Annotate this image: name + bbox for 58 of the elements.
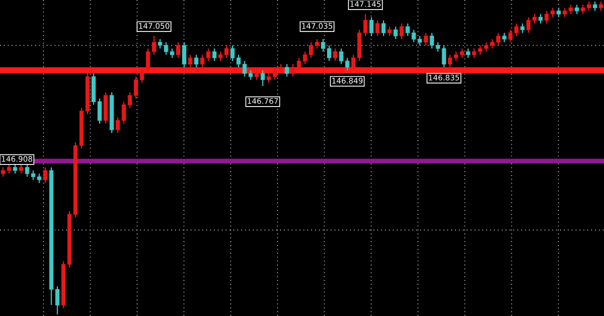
candlestick [302, 51, 308, 65]
candlestick [164, 42, 168, 56]
candlestick [394, 26, 398, 40]
candlestick [170, 48, 174, 58]
candlestick [598, 1, 604, 12]
candlestick [400, 22, 404, 40]
candlestick [375, 20, 380, 37]
candlestick [369, 16, 374, 37]
candlestick [466, 48, 470, 58]
candlestick [146, 48, 150, 74]
candlestick [43, 166, 48, 184]
candlestick [218, 51, 223, 62]
candlestick [158, 38, 162, 50]
candlestick [363, 14, 368, 37]
candlestick [580, 4, 585, 15]
candlestick [182, 42, 186, 68]
candlestick [152, 35, 156, 56]
candlestick [508, 29, 512, 43]
candlestick [592, 1, 598, 12]
candlestick [260, 70, 265, 87]
candlestick [188, 54, 192, 68]
candlestick [502, 32, 506, 43]
candlestick [586, 1, 591, 12]
candlestick [574, 4, 579, 15]
candlestick [424, 32, 428, 46]
candlestick [296, 57, 302, 71]
candlestick [442, 44, 446, 68]
candlestick [6, 164, 12, 174]
candlestick [430, 32, 434, 50]
candlestick [19, 164, 24, 174]
candlestick [520, 22, 525, 34]
candlestick [333, 48, 338, 62]
candlestick [290, 64, 296, 78]
candlestick [0, 166, 6, 178]
candlestick [13, 164, 18, 174]
candlestick [224, 44, 229, 58]
candlestick [284, 64, 289, 78]
candlestick [254, 70, 259, 80]
candlestick [134, 76, 138, 100]
candlestick [315, 38, 320, 50]
candlestick [194, 54, 198, 68]
candlestick [387, 26, 392, 37]
candlestick [308, 42, 314, 58]
candlestick [176, 42, 180, 58]
candlestick [236, 54, 241, 68]
candlestick [230, 44, 235, 62]
candlestick [448, 54, 452, 68]
candlestick [526, 16, 531, 34]
candlestick [556, 7, 561, 18]
candlestick [538, 14, 543, 24]
candlestick [212, 48, 217, 62]
candlestick [381, 20, 386, 37]
candlestick [460, 48, 464, 58]
candlestick [532, 14, 537, 24]
candlestick [454, 51, 458, 62]
candlestick [140, 66, 144, 84]
candlestick [514, 22, 519, 37]
candlestick [436, 42, 440, 52]
